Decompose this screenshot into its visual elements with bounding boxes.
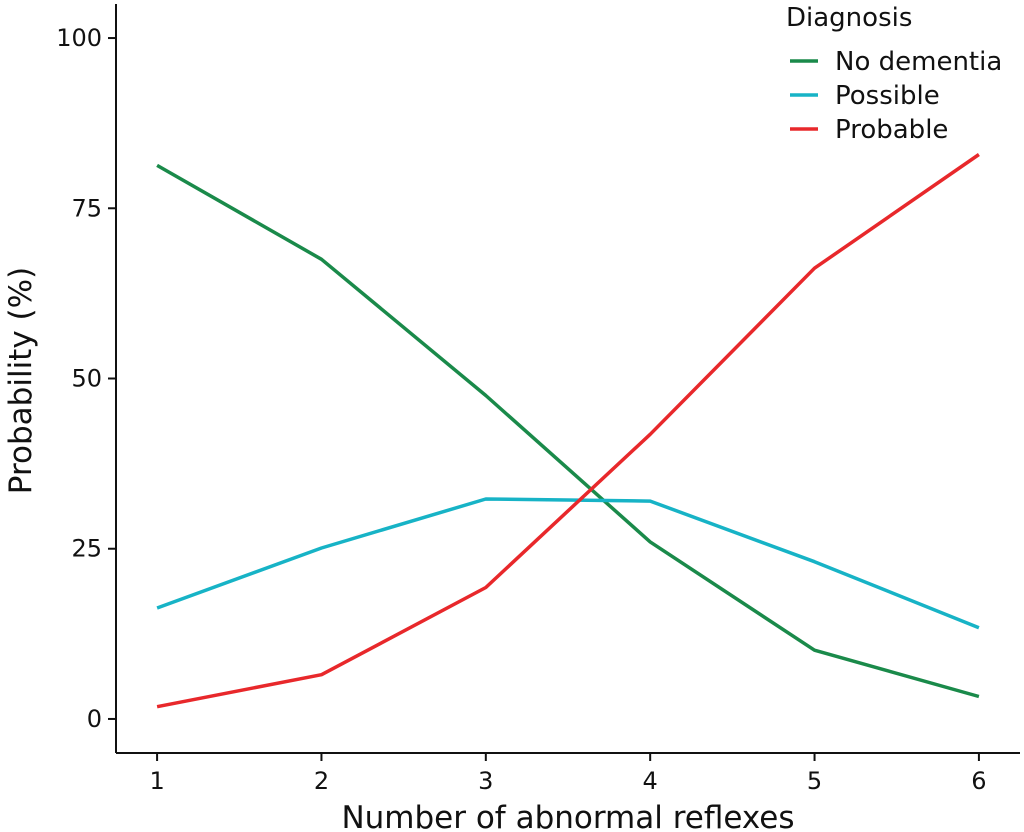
x-tick-label: 2 xyxy=(314,767,329,795)
x-tick-label: 4 xyxy=(643,767,658,795)
x-tick-label: 3 xyxy=(478,767,493,795)
x-tick-label: 6 xyxy=(971,767,986,795)
legend-label: No dementia xyxy=(835,47,1002,77)
series-line-probable xyxy=(156,153,980,709)
y-tick-label: 25 xyxy=(71,535,102,563)
series-line-possible xyxy=(156,497,980,630)
y-tick-label: 50 xyxy=(71,365,102,393)
y-axis-title: Probability (%) xyxy=(3,267,39,494)
legend-label: Probable xyxy=(835,115,948,145)
legend-title: Diagnosis xyxy=(786,3,912,33)
x-tick-label: 1 xyxy=(149,767,164,795)
x-tick-label: 5 xyxy=(807,767,822,795)
series-line-no-dementia xyxy=(156,163,980,699)
x-axis-title: Number of abnormal reflexes xyxy=(341,800,794,832)
y-tick-label: 0 xyxy=(87,705,102,733)
series-lines xyxy=(156,153,980,709)
legend-items: No dementia Possible Probable xyxy=(790,47,1002,145)
legend-label: Possible xyxy=(835,81,940,111)
y-tick-label: 100 xyxy=(56,24,102,52)
ticks: 0 25 50 75 100 1 2 3 4 5 6 xyxy=(56,24,986,795)
y-tick-label: 75 xyxy=(71,194,102,222)
legend: Diagnosis No dementia Possible Probable xyxy=(786,3,1002,145)
